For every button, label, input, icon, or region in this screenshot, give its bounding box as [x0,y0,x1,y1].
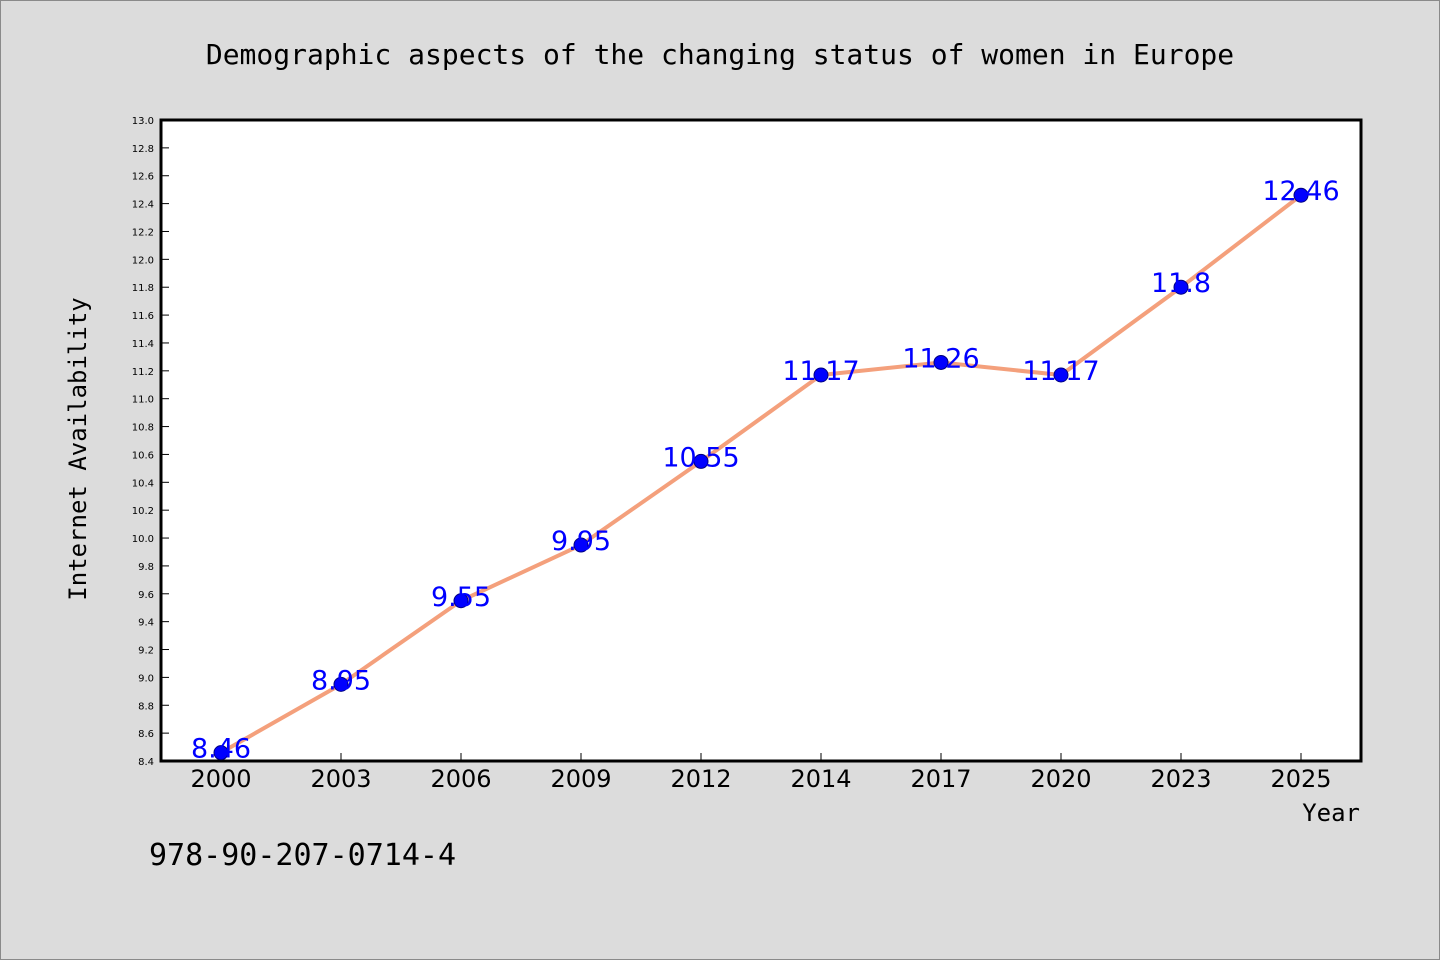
data-label: 11.8 [1151,268,1211,299]
data-label: 11.26 [902,343,979,374]
data-label: 8.46 [191,734,251,765]
x-tick-label: 2012 [670,765,731,793]
x-tick-label: 2025 [1270,765,1331,793]
y-axis-label: Internet Availability [64,297,92,600]
x-tick-label: 2003 [310,765,371,793]
data-label: 11.17 [782,356,859,387]
x-axis: 2000 2003 2006 2009 2012 2014 2017 2020 2023 2025 [190,753,1332,793]
y-tick-label: 11.4 [132,339,154,350]
y-tick-label: 12.8 [132,144,154,155]
chart-title: Demographic aspects of the changing stat… [206,38,1234,71]
data-label: 10.55 [662,442,739,473]
series-line [220,193,1303,755]
data-point [333,676,349,692]
y-tick-label: 8.6 [138,729,154,740]
data-label: 11.17 [1022,356,1099,387]
data-label: 9.95 [551,526,611,557]
data-label: 12.46 [1262,176,1339,207]
isbn-footer: 978-90-207-0714-4 [149,838,456,873]
y-tick-label: 13.0 [132,116,154,127]
x-tick-label: 2020 [1030,765,1091,793]
data-point [1053,367,1069,383]
y-tick-label: 12.2 [132,227,154,238]
data-label: 8.95 [311,665,371,696]
y-tick-label: 9.2 [138,646,154,657]
x-tick-label: 2000 [190,765,251,793]
x-tick-label: 2023 [1150,765,1211,793]
x-tick-label: 2009 [550,765,611,793]
data-point [1293,187,1309,203]
x-tick-label: 2017 [910,765,971,793]
series-layer: 8.46 8.95 9.55 9.95 10.55 11.17 11.26 11.17 11.8… [191,176,1340,764]
data-point [573,537,589,553]
data-point [933,354,949,370]
y-tick-label: 9.4 [138,618,154,629]
y-tick-label: 10.6 [132,450,154,461]
y-tick-label: 8.4 [138,757,154,768]
y-tick-label: 11.6 [132,311,154,322]
x-tick-label: 2014 [790,765,851,793]
y-tick-label: 12.6 [132,172,154,183]
y-tick-label: 10.0 [132,534,154,545]
y-tick-label: 11.2 [132,367,154,378]
y-tick-label: 10.8 [132,423,154,434]
y-tick-label: 12.0 [132,255,154,266]
y-axis: 8.4 8.6 8.8 9.0 9.2 9.4 9.6 9.8 10.0 10.2 10.4 10.6… [132,116,169,768]
y-tick-label: 11.0 [132,395,154,406]
y-tick-label: 8.8 [138,701,154,712]
y-tick-label: 10.4 [132,478,154,489]
y-tick-label: 10.2 [132,506,154,517]
data-point [1173,279,1189,295]
x-axis-label: Year [1302,799,1360,827]
y-tick-label: 9.8 [138,562,154,573]
data-point [813,367,829,383]
y-tick-label: 11.8 [132,283,154,294]
data-point [213,745,229,761]
data-label: 9.55 [431,582,491,613]
y-tick-label: 9.0 [138,673,154,684]
y-tick-label: 12.4 [132,200,154,211]
y-tick-label: 9.6 [138,590,154,601]
x-tick-label: 2006 [430,765,491,793]
data-point [693,453,709,469]
data-point [453,593,469,609]
plot-area [159,118,1363,763]
